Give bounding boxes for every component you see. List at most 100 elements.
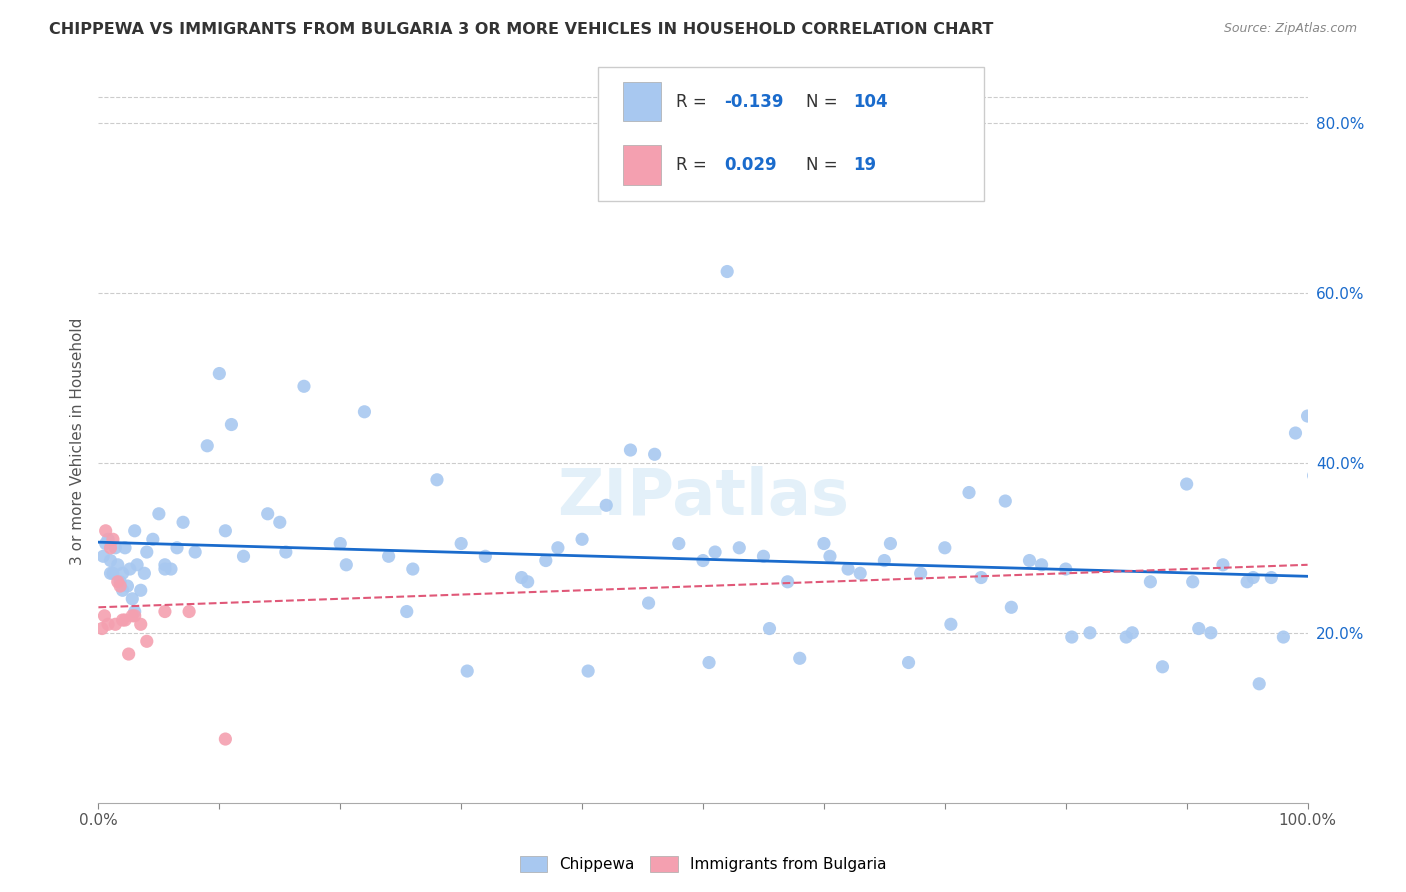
Point [1181,574,1204,589]
Point [100,553,122,567]
Point [1031,558,1053,572]
Point [232,549,254,564]
Point [114,613,136,627]
Point [118,647,141,661]
Point [124,608,146,623]
Point [934,541,956,555]
Point [1175,477,1198,491]
Text: N =: N = [806,156,842,174]
Point [1212,558,1234,572]
Point [101,566,124,581]
Text: CHIPPEWA VS IMMIGRANTS FROM BULGARIA 3 OR MORE VEHICLES IN HOUSEHOLD CORRELATION: CHIPPEWA VS IMMIGRANTS FROM BULGARIA 3 O… [49,22,994,37]
Point [939,617,962,632]
Point [426,473,449,487]
Point [108,579,131,593]
Point [957,485,980,500]
Point [697,656,720,670]
Point [1272,630,1295,644]
Point [547,541,569,555]
Point [849,566,872,581]
Text: 104: 104 [853,93,889,111]
Point [195,439,218,453]
Point [516,574,538,589]
Point [450,536,472,550]
Point [148,507,170,521]
Point [1296,409,1319,423]
Point [837,562,859,576]
Point [1000,600,1022,615]
Point [104,541,127,555]
Point [134,566,156,581]
Point [970,570,993,584]
Point [571,533,593,547]
Point [221,417,243,432]
Point [184,545,207,559]
Point [692,553,714,567]
Point [1115,630,1137,644]
Point [1199,625,1222,640]
Point [104,617,127,632]
Point [1249,677,1271,691]
Point [728,541,751,555]
Text: N =: N = [806,93,842,111]
Point [100,541,122,555]
Point [274,545,297,559]
Legend: Chippewa, Immigrants from Bulgaria: Chippewa, Immigrants from Bulgaria [513,850,893,879]
Point [107,558,129,572]
Point [818,549,841,564]
Point [135,545,157,559]
Point [97,617,120,632]
Point [758,622,780,636]
Point [1241,570,1264,584]
Point [994,494,1017,508]
Point [166,541,188,555]
Point [142,533,165,547]
Point [377,549,399,564]
Text: -0.139: -0.139 [724,93,783,111]
Point [111,613,134,627]
Point [1018,553,1040,567]
Point [127,558,149,572]
Point [456,664,478,678]
Point [1078,625,1101,640]
Point [94,524,117,538]
Point [704,545,727,559]
Point [111,566,134,581]
Point [91,622,114,636]
Y-axis label: 3 or more Vehicles in Household: 3 or more Vehicles in Household [69,318,84,566]
Point [595,498,617,512]
Text: R =: R = [676,93,713,111]
Point [101,533,124,547]
Point [534,553,557,567]
Text: 19: 19 [853,156,876,174]
Point [172,516,194,530]
Point [402,562,425,576]
Point [1260,570,1282,584]
Point [1139,574,1161,589]
Point [576,664,599,678]
Point [1236,574,1258,589]
Point [118,562,141,576]
Point [269,516,291,530]
Point [716,264,738,278]
Point [93,608,115,623]
Point [160,562,183,576]
Point [153,558,176,572]
Point [1152,660,1174,674]
Point [1284,425,1306,440]
Point [395,605,418,619]
Point [117,579,139,593]
Point [637,596,659,610]
Point [353,405,375,419]
Point [1060,630,1083,644]
Text: 0.029: 0.029 [724,156,776,174]
Point [153,605,176,619]
Point [474,549,496,564]
Point [91,549,114,564]
Point [124,524,146,538]
Point [510,570,533,584]
Point [107,574,129,589]
Point [94,536,117,550]
Text: Source: ZipAtlas.com: Source: ZipAtlas.com [1223,22,1357,36]
Point [329,536,352,550]
